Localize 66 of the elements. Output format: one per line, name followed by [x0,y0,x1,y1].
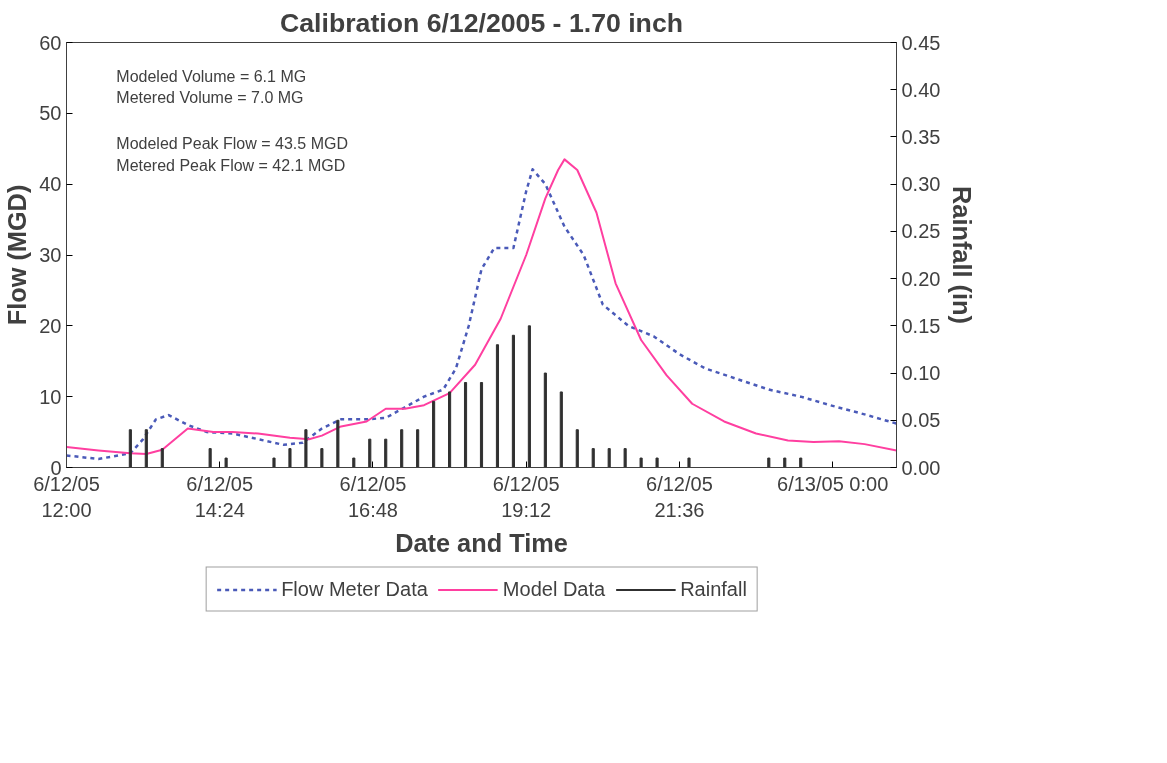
bar [799,457,803,468]
bar [448,391,452,468]
chart-title: Calibration 6/12/2005 - 1.70 inch [280,7,683,38]
annotation: Modeled Volume = 6.1 MG [116,68,307,85]
y2-axis-title: Rainfall (in) [948,186,977,324]
bar [767,457,771,468]
bar [527,325,531,468]
y-tick-label: 30 [39,244,62,266]
bar [208,448,212,468]
legend-label: Flow Meter Data [281,577,428,601]
bar [575,429,579,468]
y2-tick-label: 0.10 [901,362,941,385]
legend-label: Rainfall [680,577,747,601]
bar [320,448,324,468]
x-axis-title: Date and Time [395,528,568,557]
y-tick-label: 40 [39,173,62,196]
bar [655,457,659,468]
annotation: Metered Peak Flow = 42.1 MGD [116,156,346,174]
y2-tick-label: 0.45 [901,31,941,54]
y2-tick-label: 0.00 [901,456,941,479]
y-axis-title: Flow (MGD) [3,184,32,326]
bar [463,382,468,468]
bar [559,391,563,468]
bar [224,457,228,468]
x-tick-label: 6/12/05 14:24 [186,472,254,521]
bar [543,372,547,468]
bar [400,429,404,468]
x-tick-label: 6/12/05 16:48 [339,472,407,521]
bar [160,448,164,468]
y-tick-label: 10 [39,385,62,408]
y2-tick-label: 0.05 [901,409,941,432]
y2-tick-label: 0.20 [901,267,941,290]
y-tick-label: 50 [39,102,62,125]
y2-tick-label: 0.40 [901,78,941,101]
legend-label: Model Data [502,577,606,601]
x-tick-label: 6/13/05 0:00 [777,472,889,495]
bar [511,334,515,468]
bar [432,400,436,468]
bar [416,429,420,468]
bar [384,438,388,468]
y2-tick-label: 0.25 [901,220,941,243]
y2-tick-label: 0.15 [901,314,941,337]
bar [144,429,148,468]
bar [479,382,484,468]
y-tick-label: 20 [39,314,62,337]
bar [336,419,340,468]
bar [623,448,627,468]
bar [687,457,691,468]
y-tick-label: 60 [39,31,62,54]
bar [495,344,500,468]
bar [128,429,132,468]
bar [272,457,276,468]
bar [591,448,595,468]
bar [607,448,611,468]
annotation: Modeled Peak Flow = 43.5 MGD [116,135,348,153]
bar [783,457,787,468]
bar [639,457,643,468]
bar [304,429,308,468]
bar [352,457,356,468]
annotation: Metered Volume = 7.0 MG [116,89,304,107]
y2-tick-label: 0.30 [901,173,941,196]
x-tick-label: 6/12/05 19:12 [492,472,560,521]
x-tick-label: 6/12/05 21:36 [646,472,713,521]
y2-tick-label: 0.35 [901,125,941,148]
bar [368,438,372,468]
bar [288,448,292,468]
